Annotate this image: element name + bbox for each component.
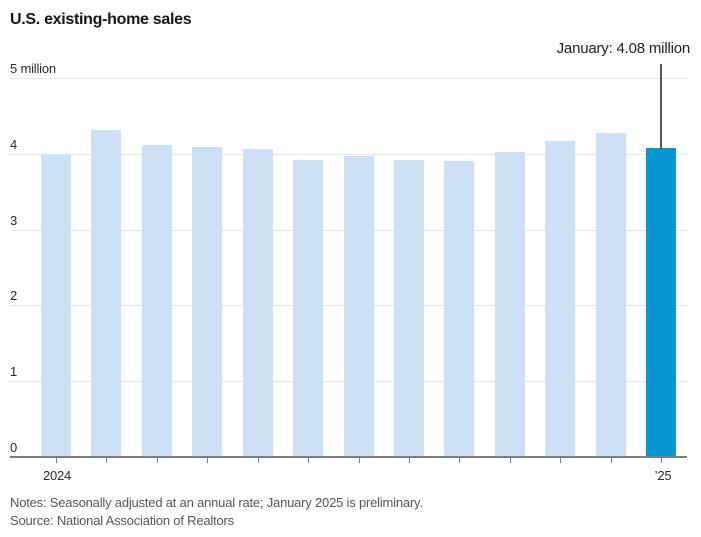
callout-label: January: 4.08 million: [556, 40, 691, 57]
y-axis-label: 2: [10, 288, 18, 303]
y-axis-label: 4: [10, 137, 18, 152]
bar[interactable]: [394, 160, 424, 457]
footer-notes: Notes: Seasonally adjusted at an annual …: [10, 494, 423, 530]
axis-tick: [258, 458, 259, 463]
highlighted-bar[interactable]: [646, 148, 676, 457]
axis-tick: [157, 458, 158, 463]
bar[interactable]: [192, 147, 222, 457]
axis-tick: [207, 458, 208, 463]
bar[interactable]: [596, 133, 626, 457]
axis-tick: [459, 458, 460, 463]
gridline: [10, 78, 687, 79]
bar[interactable]: [344, 156, 374, 457]
bar[interactable]: [243, 149, 273, 457]
x-axis: [10, 456, 687, 458]
source-text: Source: National Association of Realtors: [10, 513, 234, 528]
callout-line: [660, 64, 662, 150]
axis-tick: [56, 458, 57, 463]
bar[interactable]: [41, 155, 71, 457]
gridline: [10, 154, 687, 155]
bar[interactable]: [495, 152, 525, 457]
axis-tick: [359, 458, 360, 463]
axis-tick: [560, 458, 561, 463]
axis-tick: [308, 458, 309, 463]
axis-tick: [661, 458, 662, 463]
y-axis-label: 0: [10, 440, 18, 455]
axis-tick: [106, 458, 107, 463]
x-axis-label-2024: 2024: [42, 468, 72, 483]
y-axis-label: 3: [10, 213, 18, 228]
bar[interactable]: [545, 141, 575, 457]
bar[interactable]: [444, 161, 474, 457]
axis-tick: [611, 458, 612, 463]
bar[interactable]: [142, 145, 172, 457]
bar[interactable]: [91, 130, 121, 457]
chart-title: U.S. existing-home sales: [10, 11, 192, 28]
axis-tick: [510, 458, 511, 463]
axis-tick: [409, 458, 410, 463]
y-axis-label: 5 million: [10, 61, 56, 76]
y-axis-label: 1: [10, 364, 18, 379]
bar[interactable]: [293, 160, 323, 457]
notes-text: Notes: Seasonally adjusted at an annual …: [10, 495, 423, 510]
x-axis-label-25: ’25: [654, 468, 672, 483]
